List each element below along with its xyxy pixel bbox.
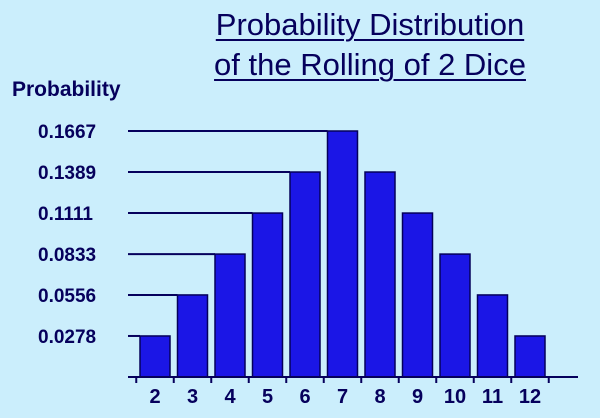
bar [326, 130, 359, 378]
x-tick-label: 9 [412, 386, 423, 408]
x-tick-label: 5 [262, 386, 273, 408]
y-tick-label: 0.0556 [38, 286, 96, 307]
x-tick-label: 4 [224, 386, 236, 408]
y-tick-label: 0.1111 [38, 204, 93, 225]
x-tick-label: 6 [299, 386, 310, 408]
y-tick-label: 0.0278 [38, 327, 96, 348]
x-tick-label: 10 [444, 386, 466, 408]
bar [401, 212, 434, 378]
x-tick-label: 2 [149, 386, 160, 408]
y-tick-label: 0.0833 [38, 245, 96, 266]
chart-title-line-1: Probability Distribution [215, 7, 525, 42]
bar [514, 335, 546, 378]
bar [139, 335, 171, 378]
chart-title-line-2: of the Rolling of 2 Dice [214, 47, 526, 82]
y-tick-label: 0.1389 [38, 163, 96, 184]
x-tick-label: 7 [337, 386, 348, 408]
bar [364, 171, 396, 378]
x-tick-label: 11 [482, 386, 503, 408]
bar [214, 253, 246, 378]
bar [251, 212, 284, 378]
bar [289, 171, 321, 378]
x-tick-label: 3 [187, 386, 198, 408]
y-axis-label: Probability [12, 78, 121, 101]
bar [439, 253, 471, 378]
bar [176, 294, 209, 378]
bar [476, 294, 509, 378]
y-tick-label: 0.1667 [38, 122, 96, 143]
x-tick-label: 12 [519, 386, 541, 408]
x-tick-label: 8 [374, 386, 385, 408]
